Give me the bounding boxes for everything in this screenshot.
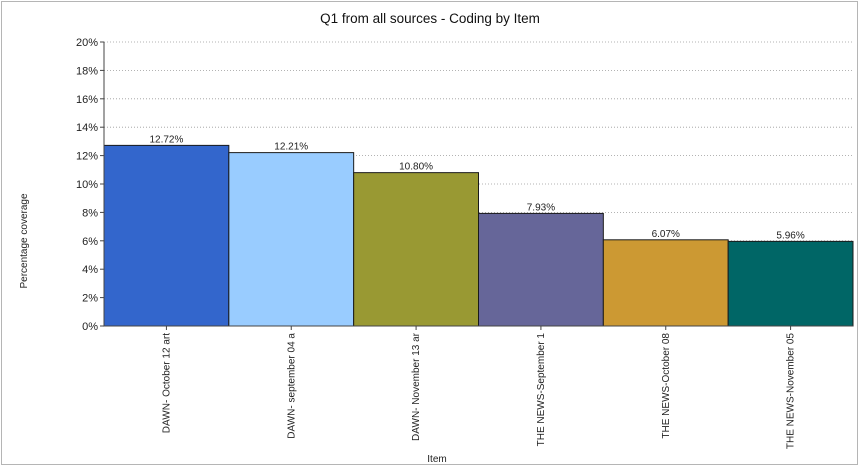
y-tick-label: 20% [76, 37, 98, 49]
bar [727, 240, 854, 327]
bars [103, 144, 854, 327]
y-tick-label: 18% [76, 65, 98, 77]
y-tick-label: 0% [82, 321, 98, 333]
x-tick-label: DAWN- October 12 art [161, 333, 172, 433]
bar [103, 144, 230, 327]
data-label: 5.96% [776, 230, 804, 241]
bar [353, 172, 479, 327]
bar [602, 239, 729, 327]
data-label: 10.80% [399, 162, 433, 173]
x-axis-ticks: DAWN- October 12 art DAWN- september 04 a… [161, 326, 797, 450]
x-tick-label: DAWN- November 13 ar [411, 332, 422, 441]
y-tick-label: 8% [82, 207, 98, 219]
x-tick-label: THE NEWS-October 08 [661, 333, 672, 439]
x-tick-label: THE NEWS-September 1 [536, 333, 547, 447]
y-axis-ticks: 0% 2% 4% 6% 8% 10% 12% 14% 16% 18% 20% [76, 37, 104, 333]
data-label: 6.07% [652, 229, 680, 240]
y-axis-label: Percentage coverage [19, 193, 30, 289]
y-tick-label: 2% [82, 293, 98, 305]
bar [478, 212, 604, 327]
x-tick-label: THE NEWS-November 05 [786, 333, 797, 450]
data-label: 7.93% [527, 202, 555, 213]
data-labels: 12.72% 12.21% 10.80% 7.93% 6.07% 5.96% [149, 134, 804, 241]
data-label: 12.72% [149, 134, 183, 145]
data-label: 12.21% [274, 142, 308, 153]
x-axis-label: Item [427, 454, 446, 465]
y-tick-label: 6% [82, 236, 98, 248]
y-tick-label: 14% [76, 122, 98, 134]
chart-title: Q1 from all sources - Coding by Item [320, 11, 540, 26]
y-tick-label: 12% [76, 151, 98, 163]
bar [228, 152, 355, 327]
y-tick-label: 10% [76, 179, 98, 191]
y-tick-label: 4% [82, 264, 98, 276]
x-tick-label: DAWN- september 04 a [286, 333, 297, 439]
y-tick-label: 16% [76, 94, 98, 106]
